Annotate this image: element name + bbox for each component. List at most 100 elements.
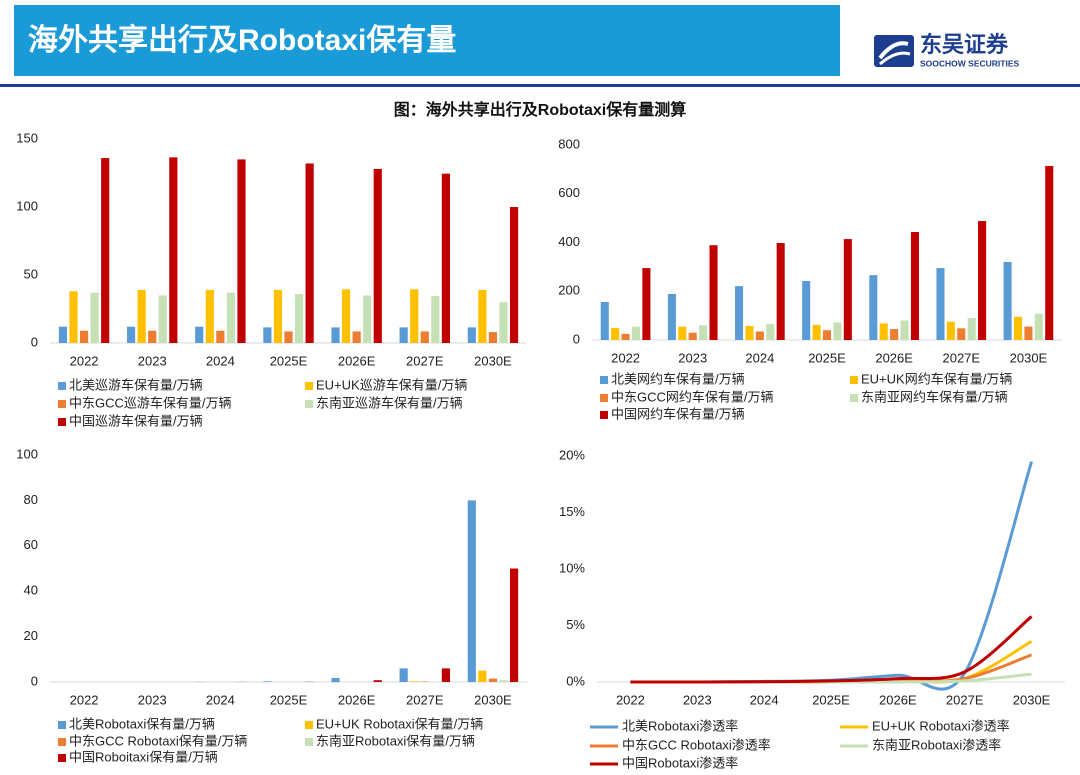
y-tick-label: 40 xyxy=(24,583,38,598)
bar xyxy=(1014,317,1022,340)
bar xyxy=(91,293,99,343)
bar xyxy=(632,327,640,340)
bar xyxy=(127,327,135,343)
bar xyxy=(59,327,67,343)
bar xyxy=(478,290,486,343)
bar xyxy=(263,681,271,682)
bar xyxy=(813,325,821,340)
logo-icon xyxy=(874,35,914,67)
y-tick-label: 0 xyxy=(31,673,38,688)
x-tick-label: 2024 xyxy=(206,353,235,368)
x-tick-label: 2024 xyxy=(206,692,235,707)
x-tick-label: 2023 xyxy=(138,353,167,368)
legend-label: 北美网约车保有量/万辆 xyxy=(611,371,745,386)
bar xyxy=(284,331,292,343)
legend-label: 中国Robotaxi渗透率 xyxy=(622,755,738,770)
bar xyxy=(947,322,955,340)
x-tick-label: 2024 xyxy=(750,692,779,707)
legend-label: EU+UK网约车保有量/万辆 xyxy=(861,371,1012,386)
legend-swatch xyxy=(305,738,313,746)
bar xyxy=(374,169,382,343)
x-tick-label: 2027E xyxy=(406,692,444,707)
legend-swatch xyxy=(58,382,66,390)
bar xyxy=(766,324,774,340)
bar xyxy=(957,328,965,340)
y-tick-label: 600 xyxy=(558,185,580,200)
legend-label: 北美Robotaxi渗透率 xyxy=(622,718,738,733)
bar xyxy=(1004,262,1012,340)
bar xyxy=(802,281,810,340)
x-tick-label: 2022 xyxy=(70,692,99,707)
bar xyxy=(489,332,497,343)
bar xyxy=(101,158,109,343)
legend-swatch xyxy=(305,721,313,729)
y-tick-label: 0 xyxy=(31,334,38,349)
bar xyxy=(148,331,156,343)
x-tick-label: 2030E xyxy=(474,692,512,707)
legend-swatch xyxy=(58,400,66,408)
legend-label: 中东GCC Robotaxi渗透率 xyxy=(622,737,771,752)
bar xyxy=(263,327,271,343)
x-tick-label: 2030E xyxy=(474,353,512,368)
bar xyxy=(777,243,785,340)
x-tick-label: 2023 xyxy=(678,350,707,365)
bar xyxy=(331,678,339,682)
bar xyxy=(442,174,450,343)
bar xyxy=(400,327,408,343)
figure-caption: 图：海外共享出行及Robotaxi保有量测算 xyxy=(394,100,686,119)
x-tick-label: 2030E xyxy=(1010,350,1048,365)
bar xyxy=(833,322,841,340)
bar xyxy=(499,302,507,343)
bar xyxy=(611,328,619,340)
bar xyxy=(400,668,408,682)
x-tick-label: 2025E xyxy=(812,692,850,707)
bar xyxy=(374,680,382,682)
legend-label: 中国Roboitaxi保有量/万辆 xyxy=(69,749,218,764)
line xyxy=(630,462,1031,689)
legend-label: 东南亚网约车保有量/万辆 xyxy=(861,389,1008,404)
legend-label: 中国巡游车保有量/万辆 xyxy=(69,413,203,428)
bar xyxy=(410,289,418,343)
bar xyxy=(306,163,314,343)
bar xyxy=(442,668,450,682)
x-tick-label: 2023 xyxy=(683,692,712,707)
y-tick-label: 60 xyxy=(24,537,38,552)
page-title: 海外共享出行及Robotaxi保有量 xyxy=(28,23,456,57)
legend-label: 东南亚Robotaxi保有量/万辆 xyxy=(316,733,475,748)
bar xyxy=(510,207,518,343)
bar xyxy=(237,159,245,343)
legend-label: EU+UK Robotaxi保有量/万辆 xyxy=(316,716,483,731)
bar xyxy=(80,331,88,343)
legend-swatch xyxy=(850,394,858,402)
legend-label: 北美巡游车保有量/万辆 xyxy=(69,377,203,392)
bar xyxy=(421,331,429,343)
bar xyxy=(478,671,486,682)
y-tick-label: 100 xyxy=(16,198,38,213)
legend-label: 中东GCC Robotaxi保有量/万辆 xyxy=(69,733,247,748)
x-tick-label: 2022 xyxy=(70,353,99,368)
bar xyxy=(342,289,350,343)
y-tick-label: 200 xyxy=(558,283,580,298)
x-tick-label: 2026E xyxy=(338,692,376,707)
bar xyxy=(195,327,203,343)
bar xyxy=(678,327,686,340)
legend-label: 中国网约车保有量/万辆 xyxy=(611,406,745,421)
y-tick-label: 0% xyxy=(566,673,585,688)
legend-label: 东南亚巡游车保有量/万辆 xyxy=(316,395,463,410)
bar xyxy=(363,295,371,343)
bar xyxy=(169,157,177,343)
x-tick-label: 2030E xyxy=(1013,692,1051,707)
legend-swatch xyxy=(58,721,66,729)
bar xyxy=(468,327,476,343)
bar xyxy=(1024,327,1032,340)
bar xyxy=(353,331,361,343)
bar xyxy=(642,268,650,340)
bar xyxy=(468,500,476,682)
bar xyxy=(510,569,518,683)
bar xyxy=(689,333,697,340)
legend-label: 中东GCC巡游车保有量/万辆 xyxy=(69,395,232,410)
logo-text: 东吴证券 xyxy=(920,32,1009,57)
legend-label: 东南亚Robotaxi渗透率 xyxy=(872,737,1001,752)
bar xyxy=(274,290,282,343)
bar xyxy=(1035,314,1043,340)
